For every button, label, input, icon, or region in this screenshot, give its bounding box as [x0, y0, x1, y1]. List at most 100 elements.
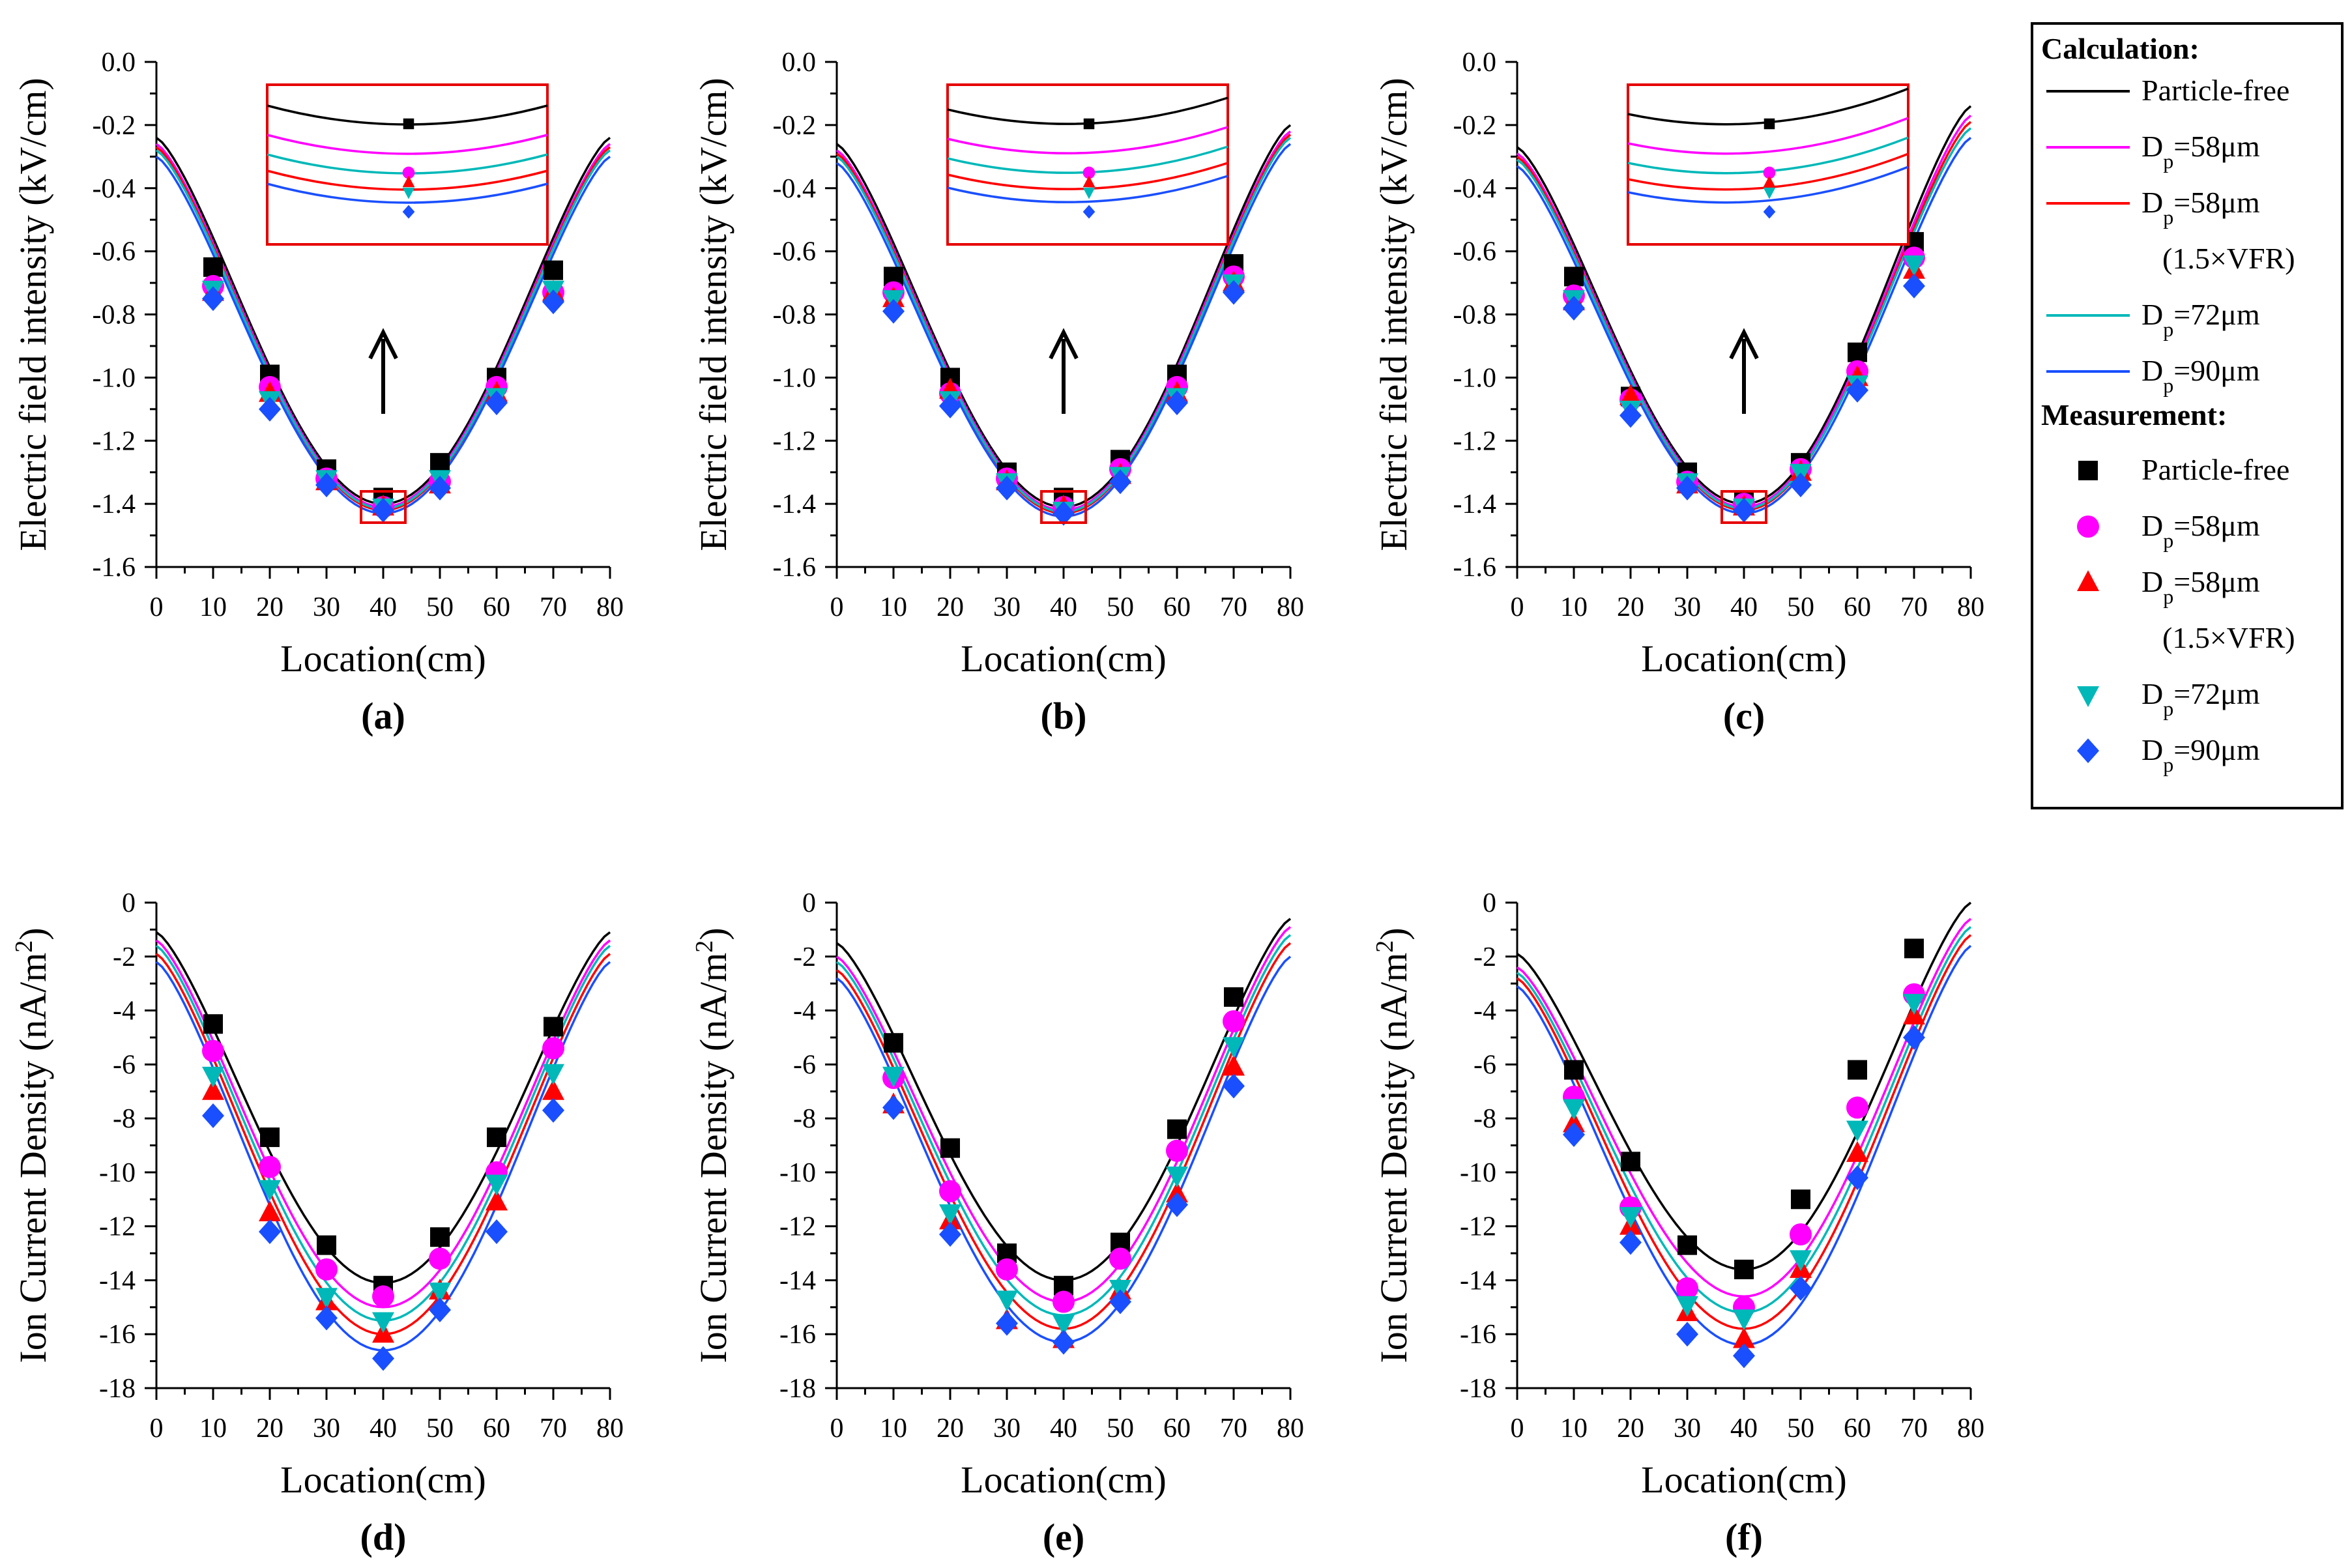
x-tick-label: 50 [426, 1414, 454, 1444]
inset-marker-group [1082, 175, 1096, 188]
inset-marker [402, 175, 415, 188]
y-tick-label: -2 [793, 942, 816, 972]
measured-point [1563, 1122, 1585, 1147]
y-tick-label: 0.0 [1462, 48, 1497, 78]
measured-point [1564, 1060, 1584, 1080]
inset-marker-group [1763, 166, 1776, 179]
x-axis-title: Location(cm) [1641, 637, 1847, 680]
legend-marker-swatch [2077, 515, 2099, 538]
y-tick-label: -0.4 [773, 174, 817, 204]
inset-curve [947, 175, 1228, 203]
x-tick-label: 70 [1220, 592, 1247, 622]
y-axis-title-sup: 2 [1371, 940, 1399, 953]
calculated-curve [835, 925, 1292, 1303]
up-arrow-head [1729, 328, 1759, 360]
measured-point [1563, 295, 1585, 321]
calculated-curve [155, 931, 611, 1285]
y-tick-label: -6 [113, 1050, 136, 1080]
legend-entry-rest: =72μm [2173, 298, 2260, 331]
chart-panel: 0 -2 -4 -6 -8 -10 -12 -14 -16 -18 0 10 20 30 40 50 60 70 8… [10, 888, 624, 1558]
legend-entry-sub: p [2163, 373, 2173, 397]
x-tick-label: 30 [313, 1414, 340, 1444]
x-axis-title: Location(cm) [280, 637, 486, 680]
measured-point [1903, 255, 1925, 276]
measured-point [315, 1288, 338, 1309]
measured-point [259, 396, 281, 422]
inset-marker [1763, 187, 1776, 199]
measured-point [1053, 1290, 1075, 1313]
measured-point [1619, 1207, 1642, 1228]
x-tick-label: 10 [199, 592, 227, 622]
measured-point [939, 1204, 961, 1225]
x-tick-label: 10 [880, 1414, 907, 1444]
y-tick-label: -14 [1460, 1266, 1496, 1296]
measured-point [1848, 342, 1867, 362]
measured-point [1167, 1119, 1187, 1139]
x-tick-label: 80 [1277, 592, 1304, 622]
measured-point [430, 453, 450, 473]
chart-panel: 0 -2 -4 -6 -8 -10 -12 -14 -16 -18 0 10 20 30 40 50 60 70 8… [691, 888, 1304, 1558]
legend-entry-rest: =58μm [2173, 565, 2260, 598]
x-tick-label: 70 [540, 592, 567, 622]
y-tick-label: -1.0 [93, 363, 136, 393]
calculated-curve [1516, 925, 1972, 1314]
x-tick-label: 80 [596, 1414, 624, 1444]
x-tick-label: 60 [1163, 1414, 1191, 1444]
x-tick-label: 60 [483, 592, 510, 622]
measured-point [372, 1285, 394, 1308]
measured-point [1166, 1182, 1188, 1202]
y-tick-label: -1.4 [773, 489, 817, 519]
x-tick-label: 50 [1107, 592, 1134, 622]
measured-point [1846, 377, 1868, 403]
zoom-region-box [1720, 489, 1767, 524]
measured-point [1733, 1309, 1755, 1331]
y-tick-label: -0.4 [1453, 174, 1497, 204]
measured-point [1619, 384, 1642, 405]
inset-marker [402, 187, 415, 199]
zoom-region-box [360, 489, 407, 524]
legend-entry-sub: p [2163, 585, 2173, 608]
x-tick-label: 30 [313, 592, 340, 622]
inset-marker-group [402, 205, 415, 219]
legend-entry-extra: (1.5×VFR) [2162, 242, 2295, 275]
measured-point [996, 1311, 1018, 1336]
y-tick-label: -0.2 [773, 111, 817, 141]
measured-point [372, 1312, 394, 1333]
zoom-inset-box [1627, 83, 1909, 246]
y-tick-label: -8 [793, 1104, 816, 1134]
legend-entry-rest: =58μm [2173, 186, 2260, 219]
inset-marker [1082, 166, 1096, 179]
measured-point [1734, 1259, 1754, 1279]
measured-point [996, 1290, 1018, 1312]
x-tick-label: 30 [993, 1414, 1021, 1444]
measured-point [1223, 1010, 1245, 1033]
y-axis-title-end: ) [1372, 927, 1415, 940]
legend-marker-swatch [2077, 570, 2099, 591]
measured-point [1846, 1140, 1868, 1162]
measured-point [486, 1219, 508, 1244]
x-tick-label: 10 [880, 592, 907, 622]
x-tick-label: 80 [1277, 1414, 1304, 1444]
measured-point [1224, 987, 1243, 1007]
inset-marker-group [1763, 187, 1776, 199]
y-tick-label: -14 [779, 1266, 816, 1296]
measured-point [1733, 497, 1755, 523]
y-tick-label: -1.6 [773, 553, 817, 583]
y-tick-label: 0 [122, 888, 136, 918]
measured-point [1676, 1322, 1698, 1347]
y-tick-label: -16 [1460, 1320, 1496, 1350]
y-axis-title: Ion Current Density (nA/m2) [10, 927, 54, 1363]
measured-point [1790, 1223, 1812, 1246]
y-tick-label: 0 [1483, 888, 1496, 918]
measured-point [542, 1097, 564, 1123]
x-tick-label: 10 [1560, 592, 1588, 622]
legend-entry-rest: =58μm [2173, 130, 2260, 163]
x-tick-label: 20 [1617, 1414, 1644, 1444]
y-tick-label: -2 [113, 942, 136, 972]
x-tick-label: 60 [483, 1414, 510, 1444]
measured-point [202, 1066, 224, 1088]
y-tick-label: -12 [1460, 1212, 1496, 1242]
measured-point [884, 1033, 903, 1053]
x-tick-label: 80 [1957, 1414, 1984, 1444]
